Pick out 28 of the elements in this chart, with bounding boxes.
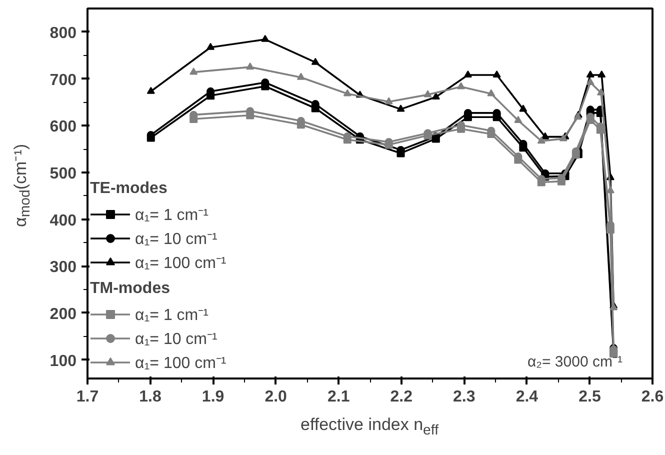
legend-label: α₁= 100 cm⁻¹	[135, 254, 226, 273]
legend-label: α₁= 10 cm⁻¹	[135, 230, 218, 249]
x-tick-label: 2.4	[516, 388, 538, 406]
text: TE-modes	[90, 180, 168, 197]
y-tick-label: 800	[50, 24, 77, 42]
y-tick-label: 600	[50, 118, 77, 136]
annotation: α₂= 3000 cm⁻¹	[528, 354, 622, 370]
x-axis-title: effective index n$_{eff}$	[300, 414, 439, 440]
legend-label: α₁= 10 cm⁻¹	[135, 330, 218, 349]
x-tick-label: 2.0	[264, 388, 288, 406]
legend-label: α₁= 100 cm⁻¹	[135, 354, 226, 373]
y-tick-label: 100	[50, 352, 77, 370]
x-tick-label: 2.6	[641, 388, 664, 406]
x-tick-label: 1.9	[202, 388, 224, 406]
x-tick-label: 2.2	[390, 388, 413, 406]
legend-label: α₁= 1 cm⁻¹	[135, 306, 208, 325]
y-tick-label: 700	[50, 72, 77, 89]
y-tick-label: 400	[50, 212, 77, 230]
x-tick-label: 2.5	[578, 388, 601, 406]
y-tick-label: 300	[50, 259, 77, 276]
y-tick-label: 500	[50, 165, 77, 182]
x-tick-label: 1.7	[76, 388, 99, 406]
legend-label: α₁= 1 cm⁻¹	[135, 206, 208, 225]
x-tick-label: 2.3	[453, 388, 476, 406]
y-tick-label: 200	[50, 306, 77, 323]
x-tick-label: 2.1	[327, 388, 350, 406]
x-tick-label: 1.8	[139, 388, 162, 406]
text: TM-modes	[90, 280, 170, 297]
